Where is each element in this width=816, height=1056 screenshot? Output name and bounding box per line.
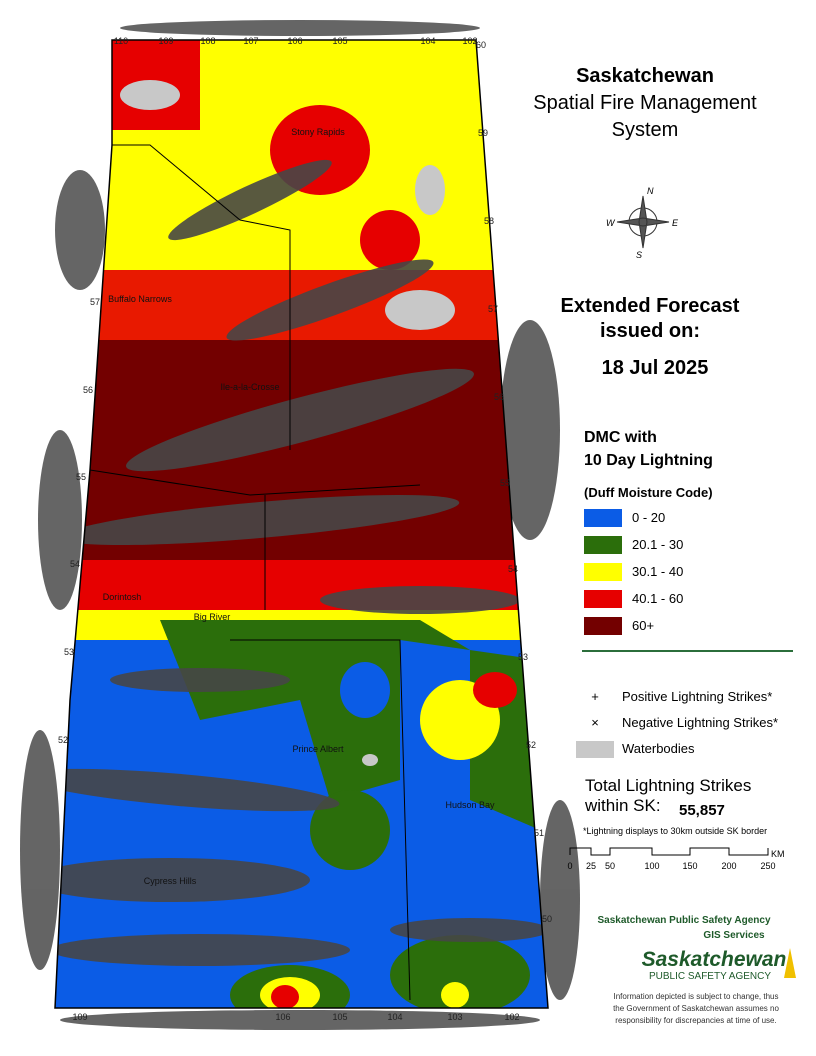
longitude-label: 106 [287,36,302,46]
latitude-label: 56 [494,392,504,402]
scale-label: 200 [721,861,736,871]
latitude-label: 59 [478,128,488,138]
scale-label: 25 [586,861,596,871]
total-label: within SK: [584,796,661,815]
scale-line [569,847,769,856]
place-label: Big River [194,612,231,622]
logo-text: Saskatchewan [642,948,787,971]
place-label: Prince Albert [292,744,344,754]
scale-label: 0 [567,861,572,871]
legend-swatch [584,563,622,581]
latitude-label: 52 [58,735,68,745]
longitude-label: 104 [387,1012,402,1022]
lightning-halo [20,20,580,1030]
latitude-label: 58 [484,216,494,226]
longitude-label: 110 [114,36,128,46]
legend-label: 20.1 - 30 [632,537,683,552]
longitude-label: 102 [462,36,477,46]
latitude-label: 55 [500,478,510,488]
scale-label: 50 [605,861,615,871]
legend-swatch [584,536,622,554]
map-labels: 110 109 108 107 106 105 104 102 109 106 105 104 103 1… [58,36,552,1022]
legend-label: 40.1 - 60 [632,591,683,606]
longitude-label: 106 [275,1012,290,1022]
scale-label: 250 [760,861,775,871]
subtitle: System [612,119,679,141]
district-lines [89,144,421,1001]
logo-subtext: PUBLIC SAFETY AGENCY [649,971,771,982]
note: *Lightning displays to 30km outside SK b… [583,826,767,836]
legend-label: 30.1 - 40 [632,564,683,579]
latitude-label: 53 [64,647,74,657]
compass-e: E [672,218,679,228]
logo-mark [784,948,796,978]
legend-subtitle: (Duff Moisture Code) [584,485,713,500]
legend-swatch [584,590,622,608]
latitude-label: 57 [90,297,100,307]
disclaimer: the Government of Saskatchewan assumes n… [613,1004,779,1013]
latitude-label: 53 [518,652,528,662]
scale-label: 150 [682,861,697,871]
scale-label: 100 [644,861,659,871]
latitude-label: 57 [488,304,498,314]
legend-swatch [584,617,622,635]
longitude-label: 105 [332,1012,347,1022]
agency-dept: GIS Services [703,930,765,941]
longitude-label: 109 [158,36,173,46]
forecast-label: Extended Forecast [561,295,740,317]
symbol-label: Waterbodies [622,741,695,756]
disclaimer: Information depicted is subject to chang… [614,992,779,1001]
compass-s: S [636,250,642,260]
compass-n: N [647,186,654,196]
place-label: Dorintosh [103,592,142,602]
compass-w: W [606,218,616,228]
longitude-label: 105 [332,36,347,46]
subtitle: Spatial Fire Management [533,92,757,114]
latitude-label: 54 [70,559,80,569]
place-label: Cypress Hills [144,876,197,886]
forecast-label: issued on: [600,320,700,342]
total-label: Total Lightning Strikes [585,776,751,795]
latitude-label: 54 [508,564,518,574]
legend-label: 0 - 20 [632,510,665,525]
place-label: Stony Rapids [291,127,345,137]
place-label: Buffalo Narrows [108,294,172,304]
longitude-label: 108 [200,36,215,46]
agency-name: Saskatchewan Public Safety Agency [597,915,770,926]
forecast-date: 18 Jul 2025 [602,357,709,379]
dmc-map [55,40,548,1008]
longitude-label: 107 [243,36,258,46]
latitude-label: 60 [476,40,486,50]
legend-swatch [584,509,622,527]
symbol: × [591,715,599,730]
legend-title: 10 Day Lightning [584,452,713,469]
legend: 0 - 20 20.1 - 30 30.1 - 40 40.1 - 60 60+ [584,509,683,635]
latitude-label: 50 [542,914,552,924]
scale-bar: 0 25 50 100 150 200 250 KM [567,847,785,871]
latitude-label: 52 [526,740,536,750]
latitude-label: 55 [76,472,86,482]
symbol-swatch [576,741,614,758]
disclaimer: responsibility for discrepancies at time… [615,1016,776,1025]
compass [616,195,670,249]
legend-title: DMC with [584,429,657,446]
scale-unit: KM [771,849,785,859]
longitude-label: 103 [447,1012,462,1022]
province-border [54,39,549,1009]
symbol-label: Negative Lightning Strikes* [622,715,778,730]
latitude-label: 51 [534,828,544,838]
longitude-label: 109 [72,1012,87,1022]
longitude-label: 104 [420,36,435,46]
title: Saskatchewan [576,65,714,87]
legend-label: 60+ [632,618,654,633]
symbol-legend: + Positive Lightning Strikes* × Negative Li… [576,689,778,758]
symbol: + [591,689,599,704]
symbol-label: Positive Lightning Strikes* [622,689,772,704]
longitude-label: 102 [504,1012,519,1022]
place-label: Hudson Bay [445,800,495,810]
total-value: 55,857 [679,802,725,819]
place-label: Ile-a-la-Crosse [220,382,279,392]
latitude-label: 56 [83,385,93,395]
